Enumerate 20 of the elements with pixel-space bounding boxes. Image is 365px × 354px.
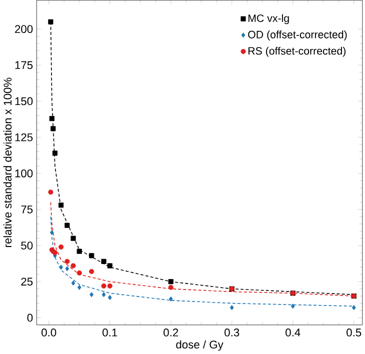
x-axis-title: dose / Gy: [176, 340, 224, 351]
legend-label: RS (offset-corrected): [248, 46, 346, 57]
y-tick-label: 100: [15, 169, 33, 178]
y-axis-title: relative standard deviation x 100%: [3, 78, 12, 247]
x-tick-label: 0.1: [102, 328, 118, 336]
y-tick-label: 125: [15, 133, 33, 142]
x-tick-label: 0.0: [42, 328, 56, 336]
legend-label: MC vx-lg: [248, 14, 289, 24]
y-tick-label: 75: [21, 206, 33, 214]
y-tick-label: 0: [27, 314, 33, 322]
x-tick-label: 0.2: [164, 328, 178, 336]
y-tick-label: 200: [15, 25, 33, 33]
x-tick-label: 0.5: [346, 328, 362, 336]
x-tick-label: 0.3: [224, 328, 240, 336]
legend-label: OD (offset-corrected): [248, 30, 347, 40]
y-tick-label: 175: [15, 61, 33, 69]
y-tick-label: 50: [21, 242, 33, 250]
y-tick-label: 25: [21, 278, 33, 286]
y-tick-label: 150: [15, 97, 33, 106]
x-tick-label: 0.4: [286, 328, 300, 336]
